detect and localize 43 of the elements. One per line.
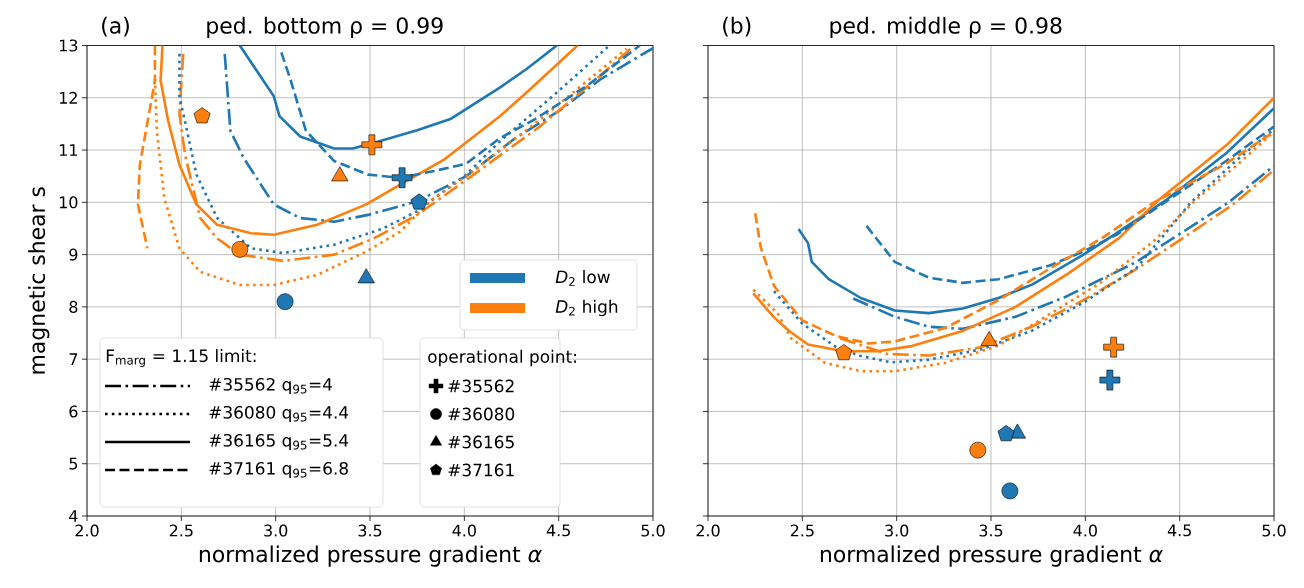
x-tick-label: 4.0 — [452, 524, 476, 537]
annotation: #36165 q$_{95}$=5.4 — [209, 433, 349, 451]
x-tick-label: 4.5 — [1167, 524, 1191, 537]
x-tick-label: 5.0 — [1262, 524, 1286, 537]
annotation: D$_{2}$ low — [555, 270, 610, 286]
x-tick-label: 3.0 — [885, 524, 909, 537]
annotation: #35562 q$_{95}$=4 — [209, 377, 333, 395]
annotation: #36080 — [448, 407, 515, 421]
x-axis-title: normalized pressure gradient α — [199, 545, 542, 567]
y-axis-title: magnetic shear s — [28, 187, 50, 374]
x-tick-label: 5.0 — [641, 524, 665, 537]
annotation: F$_{marg}$ = 1.15 limit: — [106, 349, 256, 367]
chart-title: ped. middle ρ = 0.98 — [830, 16, 1062, 39]
x-tick-label: 4.5 — [546, 524, 570, 537]
x-tick-label: 2.5 — [169, 524, 193, 537]
text: (b) — [723, 16, 751, 37]
annotation: #36080 q$_{95}$=4.4 — [209, 405, 349, 423]
y-tick-label: 9 — [69, 248, 78, 261]
y-tick-label: 13 — [59, 39, 78, 52]
chart-title: ped. bottom ρ = 0.99 — [207, 16, 443, 39]
x-tick-label: 2.0 — [75, 524, 99, 537]
x-tick-label: 4.0 — [1073, 524, 1097, 537]
annotation: #35562 — [448, 379, 514, 393]
x-axis-title: normalized pressure gradient α — [820, 545, 1163, 567]
y-tick-label: 5 — [69, 457, 78, 470]
y-tick-label: 7 — [69, 353, 78, 365]
y-tick-label: 4 — [69, 510, 78, 522]
y-tick-label: 6 — [69, 405, 78, 418]
x-tick-label: 3.0 — [264, 524, 288, 537]
text: (a) — [102, 16, 129, 37]
y-tick-label: 11 — [59, 144, 78, 156]
x-tick-label: 3.5 — [358, 524, 382, 537]
y-tick-label: 8 — [69, 300, 78, 313]
x-tick-label: 2.5 — [790, 524, 814, 537]
y-tick-label: 10 — [59, 196, 78, 209]
y-tick-label: 12 — [59, 91, 77, 104]
annotation: operational point: — [428, 349, 576, 367]
x-tick-label: 2.0 — [696, 524, 720, 537]
annotation: #36165 — [448, 435, 514, 449]
annotation: #37161 q$_{95}$=6.8 — [209, 461, 348, 479]
x-tick-label: 3.5 — [979, 524, 1003, 537]
annotation: D$_{2}$ high — [555, 299, 618, 317]
annotation: #37161 — [448, 463, 514, 477]
